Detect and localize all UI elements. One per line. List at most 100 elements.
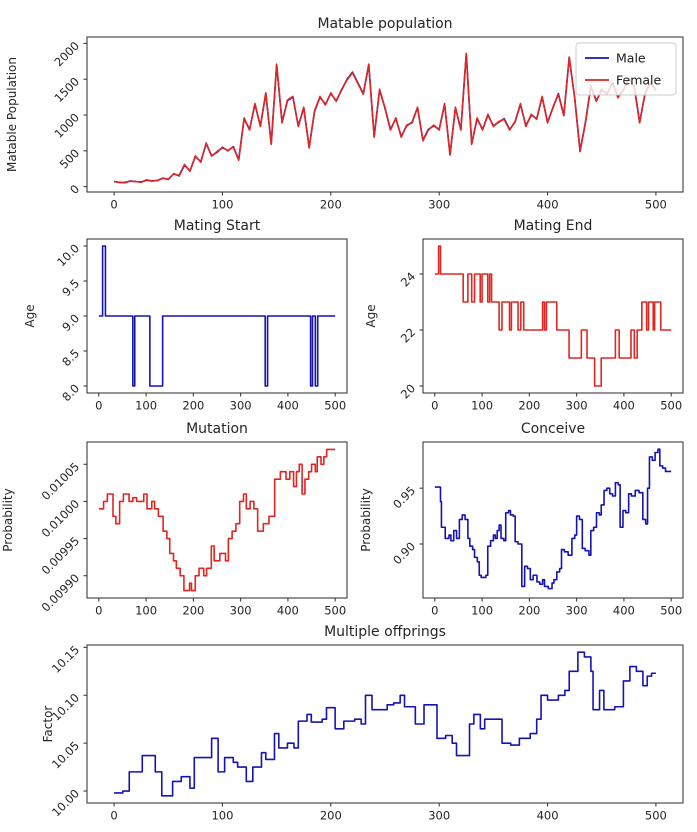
x-tick-label: 300	[566, 604, 588, 618]
chart-svg-mating-end: 0 100 200 300 400 500 20 22 24 Mating End Age	[364, 218, 684, 413]
series-mating-end-line	[434, 245, 672, 387]
y-tick-label: 2000	[52, 39, 83, 70]
x-tick-label: 300	[230, 604, 252, 618]
chart-title: Mating Start	[174, 218, 261, 234]
legend-label-female: Female	[616, 73, 662, 88]
x-tick-label: 500	[645, 198, 667, 211]
x-tick-label: 500	[324, 604, 346, 618]
y-tick-label: 10.15	[49, 643, 82, 676]
y-tick-label: 24	[398, 269, 418, 289]
x-tick-label: 100	[471, 399, 493, 413]
y-tick-label: 1500	[52, 74, 83, 105]
x-tick-label: 200	[182, 399, 204, 413]
x-tick-label: 500	[660, 399, 682, 413]
y-tick-label: 0.00990	[39, 571, 83, 615]
y-axis-label: Age	[23, 304, 37, 327]
x-tick-label: 100	[471, 604, 493, 618]
legend-label-male: Male	[616, 51, 646, 66]
y-tick-label: 20	[398, 381, 418, 401]
chart-svg-mating-start: 0 100 200 300 400 500 8.0 8.5 9.0 9.5 10.0 Mating S…	[23, 218, 348, 413]
x-tick-label: 200	[518, 399, 540, 413]
x-tick-label: 300	[566, 399, 588, 413]
x-tick-label: 100	[211, 809, 233, 823]
x-axis: 0 100 200 300 400 500	[431, 598, 682, 618]
plot-series	[98, 245, 336, 387]
subplot-mutation: 0 100 200 300 400 500 0.00990 0.00995 0.01000 0.0…	[0, 415, 360, 624]
y-tick-label: 0.00995	[39, 534, 83, 578]
series-mutation-line	[98, 448, 336, 592]
y-axis: 0.90 0.95	[390, 483, 423, 567]
x-tick-label: 400	[537, 198, 559, 211]
y-axis-label: Probability	[360, 488, 373, 551]
plot-series	[114, 651, 656, 797]
x-tick-label: 200	[320, 198, 342, 211]
plot-series	[434, 245, 672, 387]
axes-spines	[422, 441, 684, 599]
y-axis: 20 22 24	[398, 269, 423, 401]
y-tick-label: 10.0	[54, 241, 82, 269]
series-conceive-line	[434, 448, 672, 590]
series-female-line	[113, 52, 657, 184]
axes-spines	[86, 644, 684, 804]
axes-spines	[422, 238, 684, 394]
x-tick-label: 500	[660, 604, 682, 618]
plot-series	[98, 448, 336, 592]
y-axis-label: Age	[364, 304, 378, 327]
x-axis: 0 100 200 300 400 500	[110, 192, 667, 211]
y-tick-label: 0.95	[390, 483, 418, 511]
y-tick-label: 1000	[52, 110, 83, 141]
x-axis: 0 100 200 300 400 500	[110, 803, 667, 823]
series-male-line	[113, 53, 657, 184]
plot-series	[113, 52, 657, 184]
y-tick-label: 9.5	[59, 276, 82, 299]
subplot-mating-start: 0 100 200 300 400 500 8.0 8.5 9.0 9.5 10.0 Mating S…	[0, 210, 360, 415]
y-tick-label: 9.0	[59, 311, 82, 334]
subplot-matable-population: 0 100 200 300 400 500 0 500 1000 1500 2000 Matable …	[0, 0, 697, 210]
x-tick-label: 300	[428, 809, 450, 823]
x-tick-label: 0	[110, 809, 117, 823]
x-tick-label: 0	[95, 399, 102, 413]
chart-title: Mutation	[186, 421, 248, 437]
y-axis-label: Matable Population	[5, 57, 19, 172]
x-axis: 0 100 200 300 400 500	[95, 598, 346, 618]
y-tick-label: 22	[398, 325, 418, 345]
subplot-conceive: 0 100 200 300 400 500 0.90 0.95 Conceive Probabil…	[360, 415, 697, 624]
subplot-mating-end: 0 100 200 300 400 500 20 22 24 Mating End Age	[360, 210, 697, 415]
x-tick-label: 400	[277, 399, 299, 413]
x-tick-label: 100	[135, 399, 157, 413]
x-tick-label: 0	[110, 198, 117, 211]
x-tick-label: 300	[230, 399, 252, 413]
y-tick-label: 0.01000	[39, 497, 83, 541]
x-tick-label: 400	[277, 604, 299, 618]
chart-svg-multiple-offprings: 0 100 200 300 400 50010.0010.0510.1010.15Mult…	[41, 624, 684, 823]
y-axis-label: Probability	[1, 488, 15, 551]
chart-title: Conceive	[521, 421, 585, 437]
x-tick-label: 500	[324, 399, 346, 413]
x-tick-label: 300	[428, 198, 450, 211]
x-axis: 0 100 200 300 400 500	[431, 393, 682, 413]
plot-series	[434, 448, 672, 590]
chart-svg-mutation: 0 100 200 300 400 500 0.009900.009950.010000.0…	[1, 421, 348, 618]
x-tick-label: 200	[182, 604, 204, 618]
x-axis: 0 100 200 300 400 500	[95, 393, 346, 413]
chart-svg-conceive: 0 100 200 300 400 500 0.90 0.95 Conceive Probabil…	[360, 421, 684, 618]
axes-spines	[86, 441, 348, 599]
chart-title: Mating End	[514, 218, 593, 234]
chart-title: Multiple offprings	[324, 624, 446, 640]
x-tick-label: 200	[320, 809, 342, 823]
chart-title: Matable population	[317, 16, 452, 32]
y-axis: 8.0 8.5 9.0 9.5 10.0	[54, 241, 87, 404]
x-tick-label: 0	[431, 604, 438, 618]
x-tick-label: 400	[537, 809, 559, 823]
x-tick-label: 100	[211, 198, 233, 211]
x-tick-label: 0	[431, 399, 438, 413]
subplot-multiple-offprings: 0 100 200 300 400 500 10.00 10.05 10.10 10.15 Mult…	[0, 624, 697, 832]
x-tick-label: 0	[95, 604, 102, 618]
x-tick-label: 100	[135, 604, 157, 618]
legend: Male Female	[575, 42, 677, 96]
y-tick-label: 500	[57, 146, 82, 171]
x-tick-label: 500	[645, 809, 667, 823]
chart-svg-matable-population: 0 100 200 300 400 500 0 500 1000 1500 2000 Matable …	[5, 16, 684, 211]
